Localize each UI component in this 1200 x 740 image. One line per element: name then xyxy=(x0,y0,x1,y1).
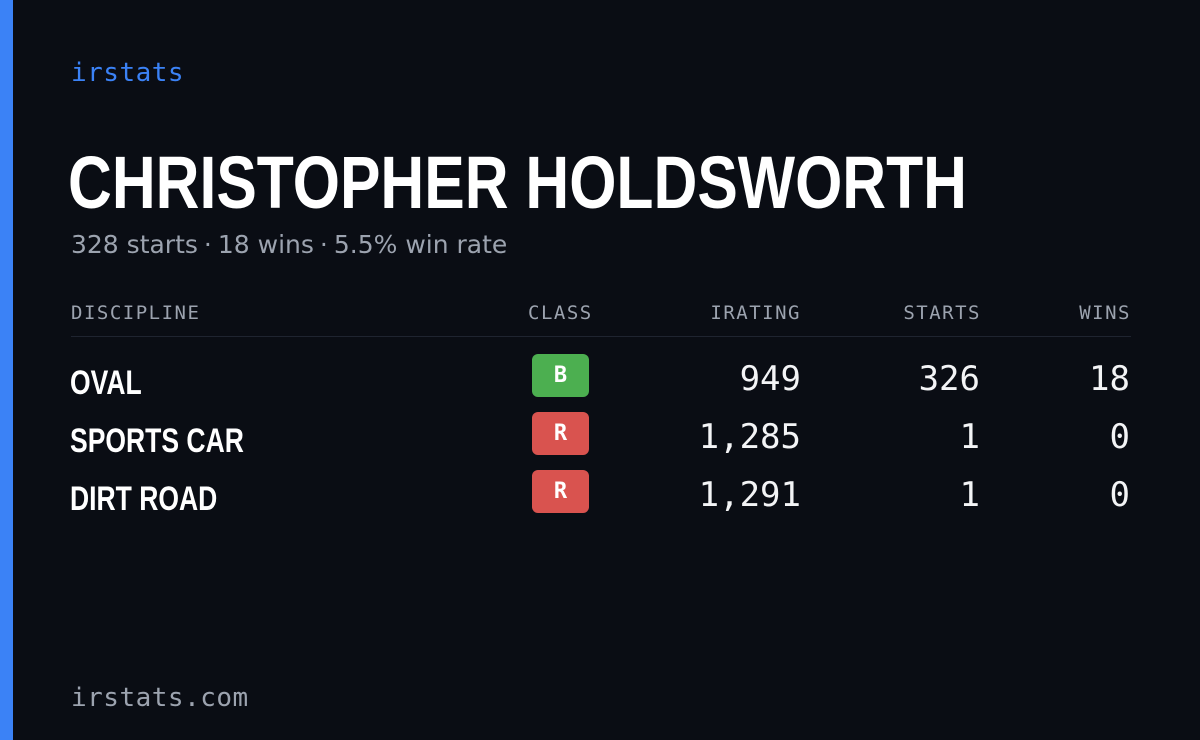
driver-name: CHRISTOPHER HOLDSWORTH xyxy=(68,141,967,224)
accent-bar xyxy=(0,0,13,740)
wins-value: 0 xyxy=(1109,475,1130,515)
summary-wins: 18 wins xyxy=(217,230,314,259)
column-header-class: CLASS xyxy=(528,302,593,324)
wins-value: 18 xyxy=(1089,359,1130,399)
table-row: SPORTS CAR R 1,285 1 0 xyxy=(0,411,1200,461)
discipline-name: SPORTS CAR xyxy=(70,422,244,460)
column-header-irating: IRATING xyxy=(710,302,801,324)
summary-win-rate: 5.5% win rate xyxy=(333,230,508,259)
summary-separator: · xyxy=(319,230,328,259)
class-badge: B xyxy=(532,354,589,397)
table-row: DIRT ROAD R 1,291 1 0 xyxy=(0,469,1200,519)
column-header-starts: STARTS xyxy=(903,302,981,324)
discipline-name: OVAL xyxy=(70,364,142,402)
table-row: OVAL B 949 326 18 xyxy=(0,353,1200,403)
brand-logo-text: irstats xyxy=(71,58,185,88)
column-header-discipline: DISCIPLINE xyxy=(71,302,201,324)
wins-value: 0 xyxy=(1109,417,1130,457)
class-badge: R xyxy=(532,412,589,455)
class-badge: R xyxy=(532,470,589,513)
header-divider xyxy=(71,336,1131,337)
starts-value: 326 xyxy=(918,359,980,399)
driver-summary: 328 starts · 18 wins · 5.5% win rate xyxy=(71,228,507,262)
column-header-wins: WINS xyxy=(1079,302,1131,324)
irating-value: 949 xyxy=(739,359,801,399)
irating-value: 1,285 xyxy=(698,417,801,457)
summary-separator: · xyxy=(203,230,212,259)
summary-starts: 328 starts xyxy=(71,230,198,259)
footer-site-url: irstats.com xyxy=(71,683,249,713)
starts-value: 1 xyxy=(959,475,980,515)
irating-value: 1,291 xyxy=(698,475,801,515)
discipline-name: DIRT ROAD xyxy=(70,480,218,518)
starts-value: 1 xyxy=(959,417,980,457)
